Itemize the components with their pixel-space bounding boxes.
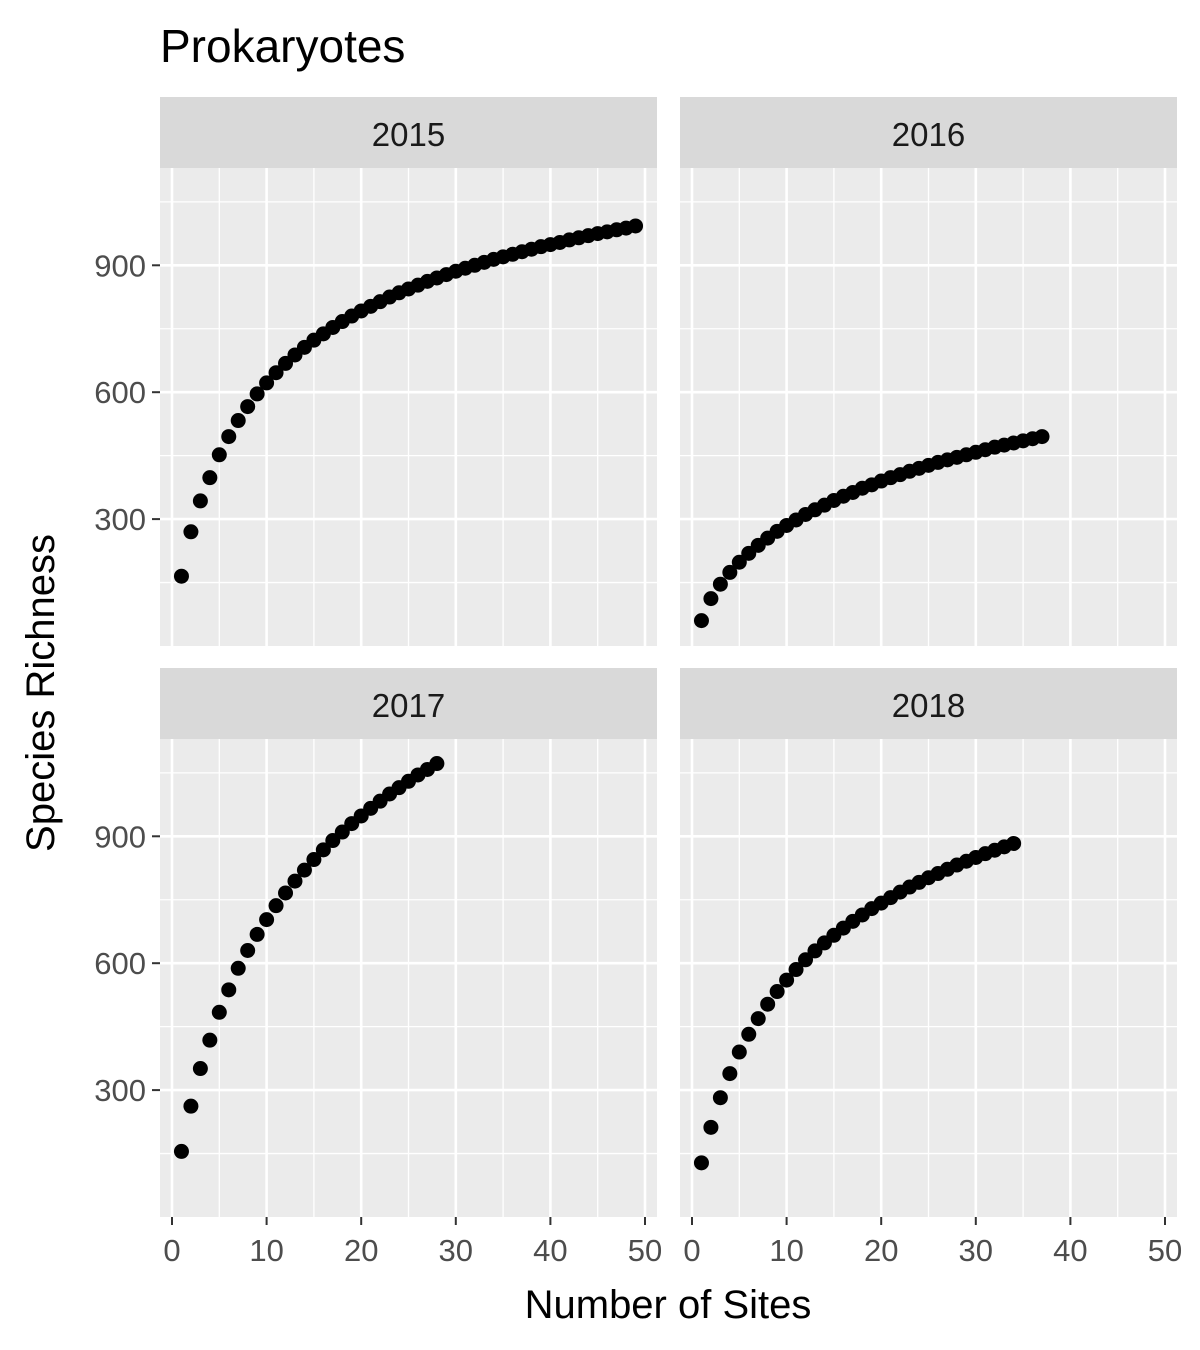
data-point (268, 898, 284, 914)
data-point (202, 1032, 218, 1048)
data-point (249, 386, 265, 402)
data-point (259, 375, 275, 391)
data-point (628, 218, 644, 234)
data-point (296, 862, 312, 878)
facet-panel-2018: 2018 0 10 20 30 40 50 (680, 668, 1182, 1268)
data-point (173, 1143, 189, 1159)
data-point (192, 1061, 208, 1077)
data-point (769, 984, 785, 1000)
data-point (183, 524, 199, 540)
x-tick-label: 10 (769, 1233, 803, 1268)
data-point (306, 852, 322, 868)
data-point (249, 926, 265, 942)
data-point (221, 429, 237, 445)
x-tick-label: 50 (628, 1233, 662, 1268)
data-point (183, 1098, 199, 1114)
y-tick-label: 900 (94, 819, 146, 854)
data-point (278, 885, 294, 901)
x-axis-title: Number of Sites (525, 1283, 812, 1327)
facet-strip-label: 2018 (892, 687, 965, 724)
data-point (750, 1011, 766, 1027)
facet-strip (160, 97, 657, 168)
data-point (202, 470, 218, 486)
facet-strip-label: 2015 (372, 116, 445, 153)
facet-strip (680, 97, 1177, 168)
data-point (268, 365, 284, 381)
x-tick-label: 10 (249, 1233, 283, 1268)
chart-title: Prokaryotes (160, 20, 405, 72)
data-point (779, 972, 795, 988)
data-point (230, 960, 246, 976)
data-point (240, 943, 256, 959)
data-point (211, 1004, 227, 1020)
data-point (240, 399, 256, 415)
data-point (731, 554, 747, 570)
x-tick-label: 0 (683, 1233, 700, 1268)
x-tick-label: 30 (439, 1233, 473, 1268)
data-point (429, 756, 445, 772)
facet-panel-2015: 2015 300 600 900 (94, 97, 657, 646)
facet-strip (160, 668, 657, 739)
data-point (722, 564, 738, 580)
data-point (173, 568, 189, 584)
data-point (731, 1044, 747, 1060)
data-point (221, 982, 237, 998)
data-point (1006, 835, 1022, 851)
data-point (703, 1119, 719, 1135)
data-point (760, 996, 776, 1012)
data-point (798, 952, 814, 968)
data-point (693, 613, 709, 629)
facet-strip (680, 668, 1177, 739)
data-point (259, 912, 275, 928)
facet-panel-2016: 2016 (680, 97, 1177, 646)
data-point (693, 1155, 709, 1171)
data-point (315, 842, 331, 858)
data-point (712, 1090, 728, 1106)
data-point (712, 576, 728, 592)
x-tick-label: 30 (959, 1233, 993, 1268)
x-tick-label: 40 (1053, 1233, 1087, 1268)
data-point (211, 447, 227, 463)
data-point (722, 1066, 738, 1082)
data-point (287, 873, 303, 889)
x-tick-label: 0 (163, 1233, 180, 1268)
data-point (230, 413, 246, 429)
x-tick-label: 50 (1148, 1233, 1182, 1268)
x-tick-label: 20 (864, 1233, 898, 1268)
data-point (788, 962, 804, 978)
data-point (192, 493, 208, 509)
x-tick-label: 40 (533, 1233, 567, 1268)
facet-strip-label: 2016 (892, 116, 965, 153)
x-tick-label: 20 (344, 1233, 378, 1268)
facet-panel-2017: 2017 300 600 900 0 10 20 30 40 50 (94, 668, 662, 1268)
data-point (1034, 429, 1050, 445)
y-tick-label: 600 (94, 946, 146, 981)
y-axis-title: Species Richness (19, 534, 63, 852)
data-point (703, 591, 719, 607)
y-tick-label: 300 (94, 502, 146, 537)
data-point (741, 1026, 757, 1042)
y-tick-label: 300 (94, 1073, 146, 1108)
y-tick-label: 600 (94, 375, 146, 410)
facet-strip-label: 2017 (372, 687, 445, 724)
y-tick-label: 900 (94, 248, 146, 283)
